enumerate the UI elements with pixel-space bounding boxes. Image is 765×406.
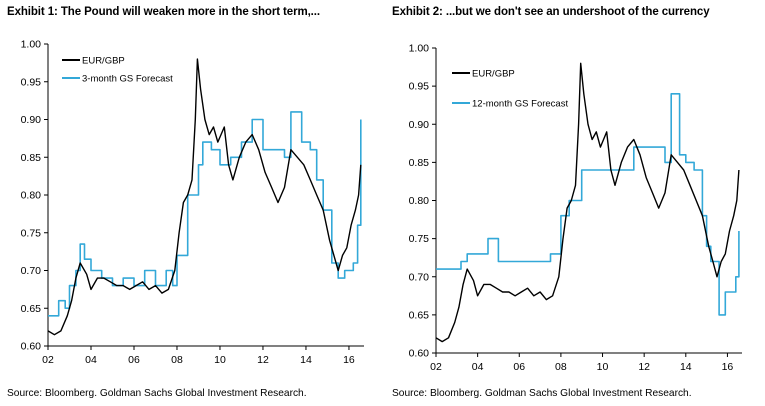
y-tick-label: 0.95 bbox=[21, 76, 42, 88]
x-tick-label: 08 bbox=[171, 354, 183, 366]
exhibit-2-title: Exhibit 2: ...but we don't see an unders… bbox=[392, 6, 710, 18]
x-tick-label: 12 bbox=[257, 354, 269, 366]
x-tick-label: 08 bbox=[555, 361, 567, 373]
y-tick-label: 0.60 bbox=[21, 341, 42, 353]
y-tick-label: 0.85 bbox=[409, 157, 430, 169]
x-tick-label: 02 bbox=[430, 361, 442, 373]
x-tick-label: 10 bbox=[597, 361, 609, 373]
series-line-eurgbp bbox=[435, 62, 740, 343]
series-line-forecast bbox=[436, 93, 740, 316]
x-tick-label: 04 bbox=[85, 354, 97, 366]
exhibit-1-chart: 0.60 0.65 0.70 0.75 0.80 0.85 0.90 0.95 1.00 02 04… bbox=[21, 39, 364, 366]
x-tick-label: 04 bbox=[472, 361, 484, 373]
legend-label: 3-month GS Forecast bbox=[82, 74, 173, 85]
exhibit-2-chart: 0.60 0.65 0.70 0.75 0.80 0.85 0.90 0.95 1.00 02 04… bbox=[409, 43, 742, 373]
x-tick-label: 10 bbox=[214, 354, 226, 366]
x-tick-label: 14 bbox=[300, 354, 312, 366]
y-tick-label: 0.60 bbox=[409, 348, 430, 360]
y-tick-label: 0.75 bbox=[409, 233, 430, 245]
series-line-eurgbp bbox=[47, 58, 362, 336]
y-tick-label: 0.85 bbox=[21, 152, 42, 164]
y-tick-label: 0.95 bbox=[409, 81, 430, 93]
y-tick-label: 0.90 bbox=[409, 119, 430, 131]
legend-label: EUR/GBP bbox=[472, 69, 515, 80]
exhibit-1-source: Source: Bloomberg. Goldman Sachs Global … bbox=[7, 388, 307, 399]
legend-label: 12-month GS Forecast bbox=[472, 99, 568, 110]
y-tick-label: 0.70 bbox=[21, 265, 42, 277]
y-tick-label: 0.70 bbox=[409, 271, 430, 283]
exhibit-2-panel: Exhibit 2: ...but we don't see an unders… bbox=[390, 0, 765, 406]
x-tick-label: 16 bbox=[722, 361, 734, 373]
x-tick-label: 14 bbox=[680, 361, 692, 373]
y-tick-label: 0.65 bbox=[21, 303, 42, 315]
y-tick-label: 0.80 bbox=[21, 190, 42, 202]
legend-label: EUR/GBP bbox=[82, 56, 125, 67]
x-tick-label: 02 bbox=[42, 354, 54, 366]
y-tick-label: 0.90 bbox=[21, 114, 42, 126]
y-tick-label: 1.00 bbox=[409, 43, 430, 55]
exhibit-1-title: Exhibit 1: The Pound will weaken more in… bbox=[7, 6, 320, 18]
y-tick-label: 0.80 bbox=[409, 195, 430, 207]
y-tick-label: 0.65 bbox=[409, 309, 430, 321]
series-line-forecast bbox=[48, 111, 362, 317]
exhibit-1-panel: Exhibit 1: The Pound will weaken more in… bbox=[0, 0, 380, 406]
exhibit-2-source: Source: Bloomberg. Goldman Sachs Global … bbox=[392, 388, 692, 399]
x-tick-label: 16 bbox=[343, 354, 355, 366]
y-tick-label: 1.00 bbox=[21, 39, 42, 51]
x-tick-label: 06 bbox=[513, 361, 525, 373]
x-tick-label: 12 bbox=[638, 361, 650, 373]
y-tick-label: 0.75 bbox=[21, 227, 42, 239]
x-tick-label: 06 bbox=[128, 354, 140, 366]
